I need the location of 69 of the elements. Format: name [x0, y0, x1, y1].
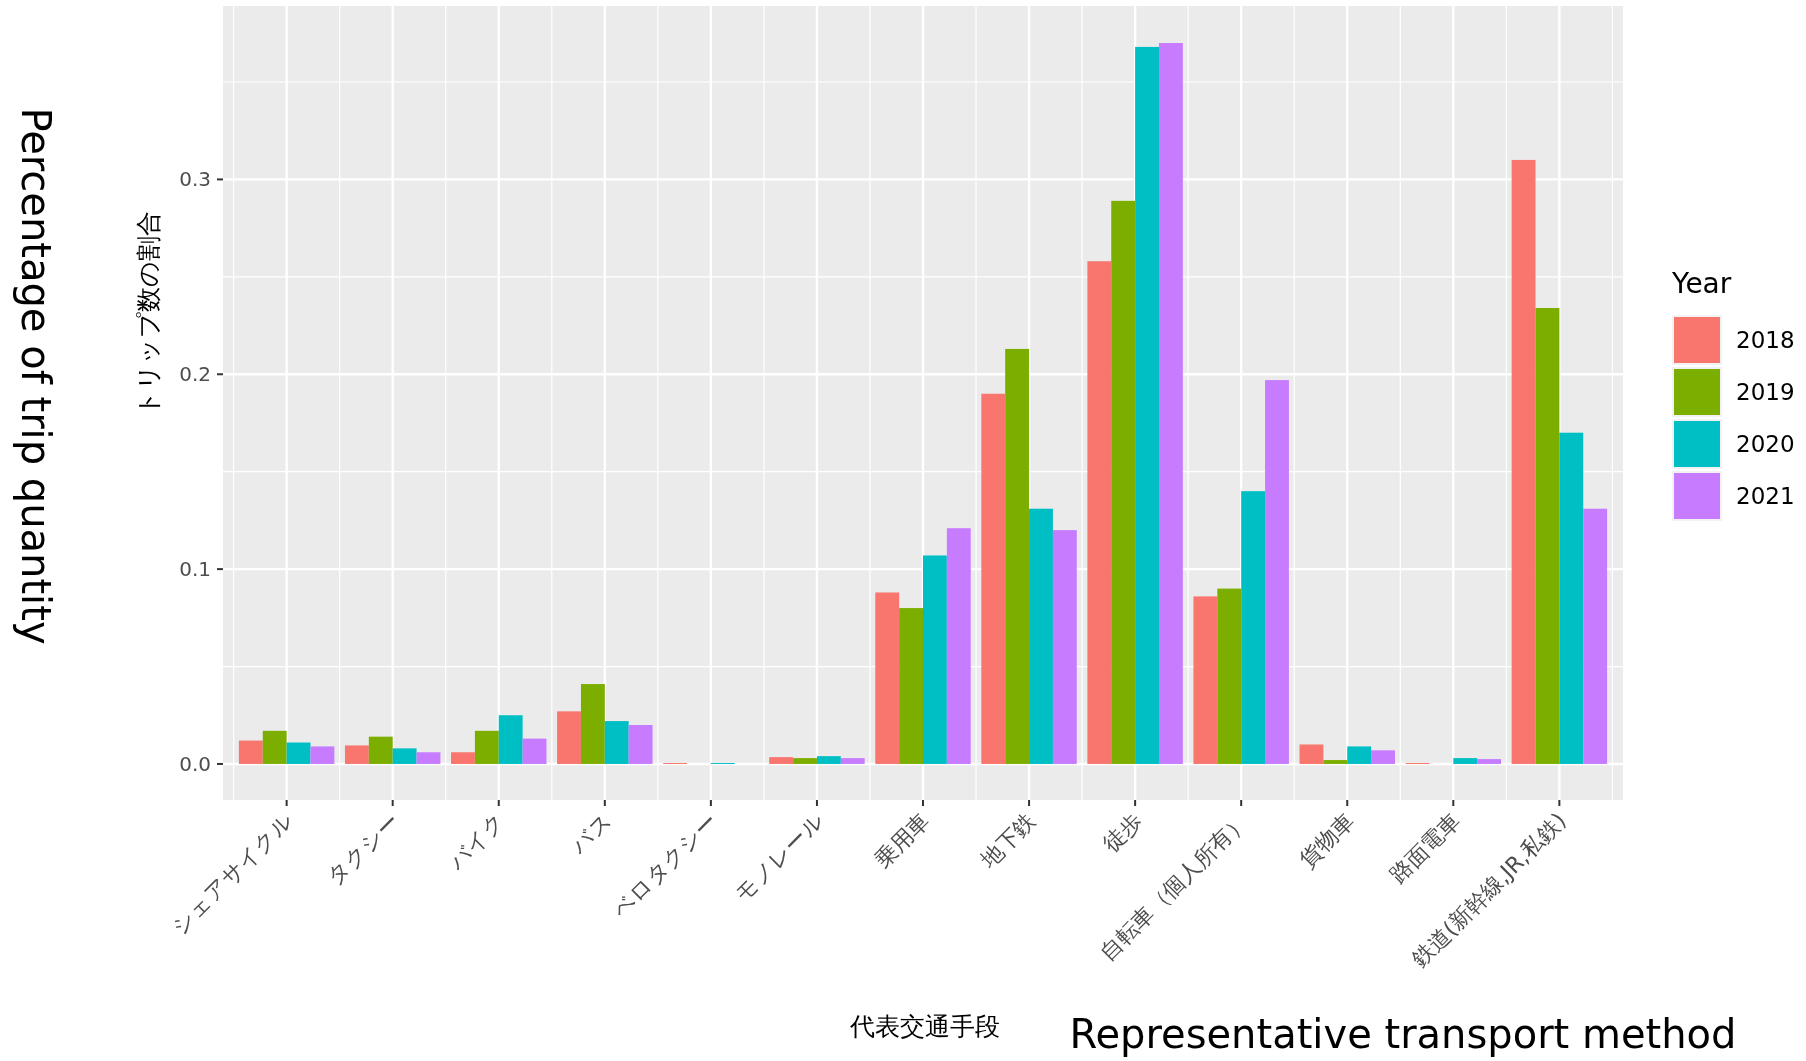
x-tick-label: 徒歩 — [1097, 807, 1147, 857]
bar — [498, 715, 523, 764]
bar — [392, 748, 417, 764]
x-tick-label: モノレール — [730, 807, 829, 907]
y-axis-title: トリップ数の割合 — [134, 210, 163, 416]
bar — [1158, 43, 1183, 764]
x-tick-label: バス — [565, 807, 617, 859]
bar — [368, 736, 393, 764]
bar — [1347, 746, 1372, 764]
bar — [899, 608, 923, 764]
x-tick-label: タクシー — [322, 807, 405, 890]
bar — [1241, 491, 1266, 764]
y-tick-label: 0.2 — [179, 362, 211, 387]
bar — [1511, 159, 1536, 764]
y-tick-label: 0.1 — [179, 557, 211, 582]
bar — [946, 528, 971, 764]
bar — [1559, 432, 1584, 764]
bar — [1029, 508, 1053, 764]
bar — [1005, 348, 1030, 764]
bar — [1299, 744, 1324, 764]
bar — [1371, 750, 1395, 764]
x-tick-label: 路面電車 — [1384, 807, 1465, 888]
bar — [1535, 308, 1560, 764]
legend-label: 2019 — [1736, 379, 1795, 405]
x-tick-label: 地下鉄 — [975, 807, 1041, 873]
bar — [416, 752, 441, 764]
bar — [981, 393, 1006, 764]
bar — [238, 740, 263, 764]
bar — [1453, 758, 1478, 764]
bar — [557, 711, 581, 764]
bar — [262, 730, 287, 764]
bar — [1583, 508, 1608, 764]
legend-label: 2021 — [1736, 483, 1795, 509]
bar — [451, 752, 475, 764]
bar — [816, 756, 841, 764]
bar — [1323, 760, 1348, 764]
y-tick-label: 0.0 — [179, 751, 211, 776]
bar — [1052, 530, 1077, 764]
bar — [840, 758, 865, 764]
bar — [628, 724, 653, 764]
bar — [769, 757, 794, 764]
legend-label: 2020 — [1736, 431, 1795, 457]
bar — [875, 592, 900, 764]
bar — [604, 721, 629, 764]
bar — [1477, 759, 1502, 764]
bar — [1111, 200, 1136, 764]
x-axis-title: 代表交通手段 — [849, 1012, 1000, 1041]
x-tick-label: バイク — [443, 807, 511, 876]
bar — [310, 746, 335, 764]
bar — [286, 742, 311, 764]
bar — [1265, 380, 1289, 764]
x-tick-label: 乗用車 — [870, 807, 935, 873]
x-tick-label: 貨物車 — [1294, 807, 1359, 873]
bar — [1087, 261, 1112, 764]
text: Percentage of trip quantity — [13, 107, 59, 645]
legend-title: Year — [1671, 267, 1732, 300]
text: Representative transport method — [1069, 1011, 1737, 1057]
bar — [923, 555, 947, 764]
bar — [344, 745, 369, 764]
bar — [1135, 46, 1159, 764]
bar — [522, 738, 547, 764]
legend-label: 2018 — [1736, 327, 1795, 353]
bar — [1217, 588, 1242, 764]
bar — [793, 758, 817, 764]
bar — [474, 730, 499, 764]
x-tick-label: シェアサイクル — [166, 807, 299, 940]
bar — [1193, 596, 1218, 764]
y-tick-label: 0.3 — [179, 167, 211, 192]
bar — [580, 684, 605, 764]
